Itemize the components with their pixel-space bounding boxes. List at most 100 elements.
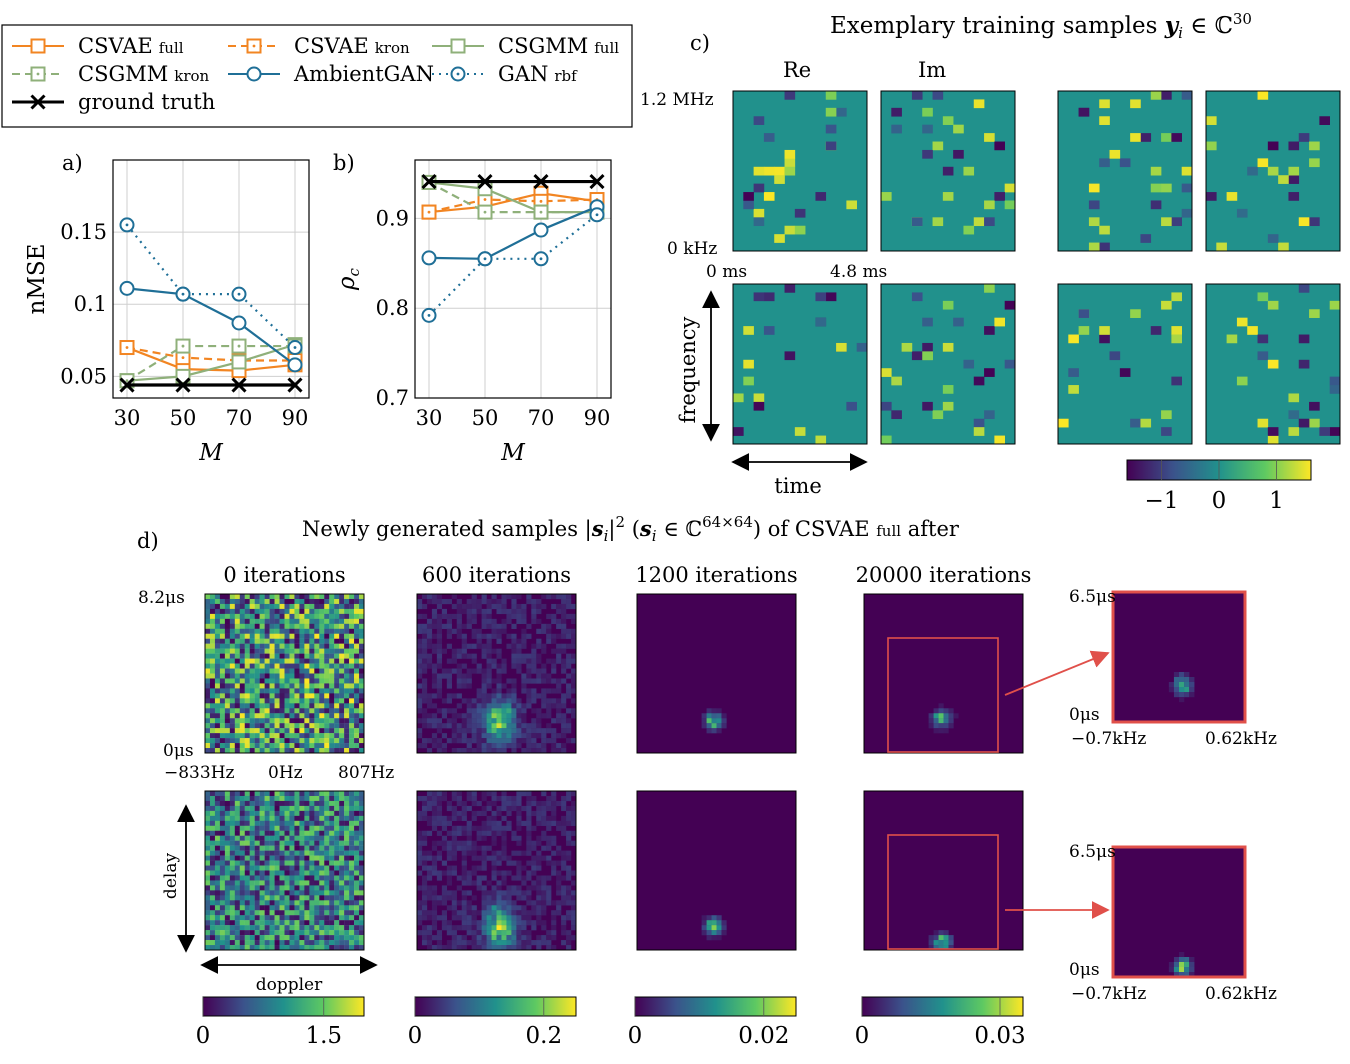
map-cell (229, 920, 236, 926)
map-cell (254, 840, 260, 846)
map-cell (284, 830, 290, 836)
map-cell (421, 940, 428, 946)
map-cell (239, 845, 245, 851)
map-cell (229, 668, 236, 674)
map-cell (209, 668, 216, 674)
series (421, 207, 605, 323)
map-cell (1236, 317, 1248, 327)
map-cell (324, 935, 330, 941)
map-cell (536, 608, 542, 615)
map-cell (319, 623, 325, 629)
map-cell (249, 638, 255, 644)
map-cell (486, 643, 492, 649)
map-cell (1099, 225, 1110, 235)
map-cell (471, 800, 477, 807)
map-cell (329, 653, 335, 659)
map-cell (1288, 410, 1300, 420)
map-cell (274, 855, 280, 861)
series (119, 340, 303, 368)
map-cell (269, 648, 275, 654)
map-cell (417, 810, 423, 817)
map-cell (1288, 175, 1300, 184)
map-cell (209, 880, 216, 886)
map-cell (289, 613, 295, 620)
map-cell (932, 91, 944, 100)
map-cell (451, 723, 457, 729)
map-cell (431, 810, 438, 817)
map-cell (234, 940, 240, 946)
map-cell (711, 930, 717, 936)
map-cell (309, 840, 315, 846)
map-cell (456, 608, 462, 615)
map-cell (334, 805, 340, 812)
map-cell (314, 613, 320, 620)
map-cell (209, 713, 216, 719)
map-cell (551, 925, 557, 931)
map-cell (486, 603, 492, 610)
map-cell (521, 708, 527, 714)
map-cell (501, 895, 507, 901)
map-cell (249, 618, 255, 625)
map-cell (1150, 91, 1162, 100)
map-cell (209, 738, 216, 744)
map-cell (324, 870, 330, 876)
map-cell (324, 723, 330, 729)
map-cell (329, 825, 335, 831)
map-cell (774, 166, 785, 176)
map-cell (299, 603, 305, 610)
map-cell (551, 795, 557, 802)
map-cell (309, 728, 315, 734)
map-cell (209, 633, 216, 639)
map-cell (531, 718, 537, 724)
map-cell (466, 603, 472, 610)
map-cell (224, 678, 231, 684)
d-x-left-label: −833Hz (164, 763, 235, 783)
map-cell (279, 658, 285, 664)
map-cell (334, 840, 340, 846)
map-cell (911, 351, 923, 361)
map-cell (229, 648, 236, 654)
map-cell (486, 791, 492, 797)
map-cell (466, 835, 472, 841)
map-cell (526, 845, 532, 851)
map-cell (299, 800, 305, 807)
map-cell (471, 935, 477, 941)
map-cell (541, 815, 547, 822)
map-cell (259, 791, 265, 797)
map-cell (461, 875, 467, 881)
map-cell (344, 805, 350, 812)
map-cell (1319, 427, 1330, 436)
map-cell (511, 743, 517, 749)
generated-sample-map (416, 593, 577, 754)
map-cell (314, 845, 320, 851)
map-cell (417, 653, 423, 659)
map-cell (561, 663, 567, 669)
map-cell (234, 830, 240, 836)
map-cell (359, 683, 365, 689)
map-cell (541, 935, 547, 941)
map-cell (571, 628, 577, 634)
colorbar-tick-label: 0 (1212, 488, 1227, 514)
map-cell (446, 815, 452, 822)
map-cell (304, 718, 310, 724)
map-cell (426, 890, 433, 896)
map-cell (294, 638, 300, 644)
map-cell (536, 733, 542, 739)
map-cell (476, 608, 482, 615)
map-cell (531, 708, 537, 714)
map-cell (501, 718, 507, 724)
map-cell (1130, 418, 1141, 428)
map-cell (205, 830, 211, 836)
map-cell (269, 693, 275, 699)
map-cell (451, 728, 457, 734)
map-cell (526, 623, 532, 629)
map-cell (481, 708, 487, 714)
map-cell (1226, 334, 1238, 344)
map-cell (239, 800, 245, 807)
map-cell (324, 920, 330, 926)
map-cell (546, 935, 552, 941)
map-cell (254, 791, 260, 797)
map-cell (209, 925, 216, 931)
map-cell (224, 920, 231, 926)
